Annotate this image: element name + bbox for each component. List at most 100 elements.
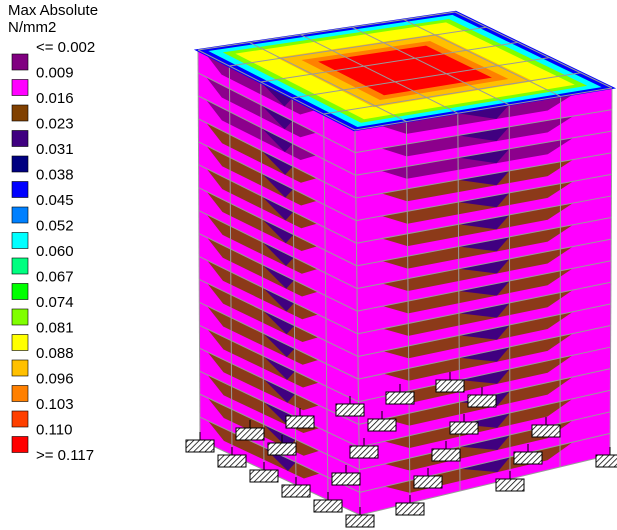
legend-swatch	[11, 104, 29, 122]
legend-swatch	[11, 308, 29, 326]
floor-line	[198, 233, 358, 312]
legend-label: 0.052	[36, 217, 74, 234]
legend-swatch	[11, 181, 29, 198]
stress-band	[459, 368, 510, 384]
legend-swatch	[11, 436, 29, 453]
stress-band	[263, 378, 296, 403]
stress-band	[459, 302, 510, 318]
stress-band	[263, 355, 295, 380]
legend-swatch	[11, 359, 29, 377]
legend-label: >= 0.117	[36, 447, 94, 464]
support	[281, 484, 311, 498]
floor-line	[356, 173, 612, 222]
support	[335, 403, 365, 417]
legend: Max Absolute N/mm2 <= 0.002 0.009 0.016 0.0…	[8, 2, 98, 464]
slab-grid	[197, 49, 356, 131]
legend-swatch	[11, 334, 29, 351]
support	[531, 424, 561, 438]
legend-label: 0.103	[36, 396, 74, 413]
floor-line	[198, 141, 357, 222]
floor-line	[198, 164, 357, 244]
stress-band	[263, 424, 296, 449]
legend-label: 0.009	[36, 64, 74, 81]
stress-band	[459, 435, 510, 450]
column-line	[323, 113, 329, 501]
floor-line	[356, 238, 612, 290]
legend-swatch	[11, 410, 29, 428]
legend-swatch	[11, 155, 29, 173]
legend-title: Max Absolute	[8, 2, 98, 19]
floor-line	[357, 303, 611, 357]
support	[431, 448, 461, 462]
stress-band	[457, 104, 510, 119]
stress-band	[261, 218, 294, 244]
stress-band	[261, 127, 293, 153]
legend-label: 0.031	[36, 141, 74, 158]
floor-line	[358, 324, 611, 380]
stress-band	[458, 236, 510, 252]
floor-line	[198, 95, 356, 176]
legend-swatch	[11, 385, 29, 402]
legend-label: 0.023	[36, 115, 74, 132]
floor-line	[199, 324, 359, 403]
support	[267, 442, 297, 456]
slab-grid	[197, 11, 456, 51]
floor-line	[356, 217, 612, 267]
support	[217, 454, 247, 468]
legend-swatch	[11, 283, 29, 300]
floor-line	[198, 210, 358, 289]
support	[435, 379, 465, 393]
stress-band	[261, 196, 294, 221]
floor-line	[197, 72, 356, 154]
slab-grid	[300, 34, 459, 114]
support	[395, 502, 425, 516]
floor-line	[355, 130, 612, 176]
legend-swatch	[11, 206, 29, 224]
support	[313, 499, 343, 513]
stress-band	[458, 192, 510, 208]
legend-swatch	[11, 232, 29, 249]
stress-band	[458, 148, 510, 164]
legend-swatch	[11, 130, 29, 147]
slab-grid	[292, 57, 550, 99]
support	[449, 421, 479, 435]
legend-label: 0.038	[36, 166, 74, 183]
legend-label: 0.088	[36, 345, 74, 362]
support	[285, 415, 315, 429]
legend-label: 0.060	[36, 243, 74, 260]
stress-band	[457, 126, 510, 142]
stress-band	[261, 150, 293, 175]
legend-label: <= 0.002	[36, 39, 95, 56]
floor-line	[359, 389, 611, 448]
floor-line	[198, 187, 357, 267]
support	[345, 514, 375, 528]
stress-band	[262, 287, 295, 312]
floor-line	[356, 195, 612, 244]
legend-swatch	[11, 79, 29, 96]
support	[185, 439, 215, 453]
legend-label: 0.016	[36, 90, 74, 107]
stress-band	[262, 241, 294, 266]
floor-line	[355, 109, 612, 154]
stress-band	[262, 310, 295, 335]
stress-band	[458, 258, 510, 274]
column-line	[559, 96, 562, 468]
floor-line	[198, 118, 357, 199]
slab-grid	[260, 41, 518, 83]
support	[331, 472, 361, 486]
support	[385, 391, 415, 405]
column-line	[260, 81, 265, 471]
building-model	[185, 10, 617, 528]
column-line	[228, 65, 233, 456]
support	[413, 475, 443, 489]
legend-label: 0.045	[36, 192, 74, 209]
slab-grid	[323, 72, 581, 115]
stress-band	[458, 214, 510, 230]
stress-band	[459, 324, 510, 340]
stress-band	[261, 173, 294, 198]
legend-swatch	[11, 53, 29, 71]
legend-label: 0.074	[36, 294, 74, 311]
support	[235, 427, 265, 441]
